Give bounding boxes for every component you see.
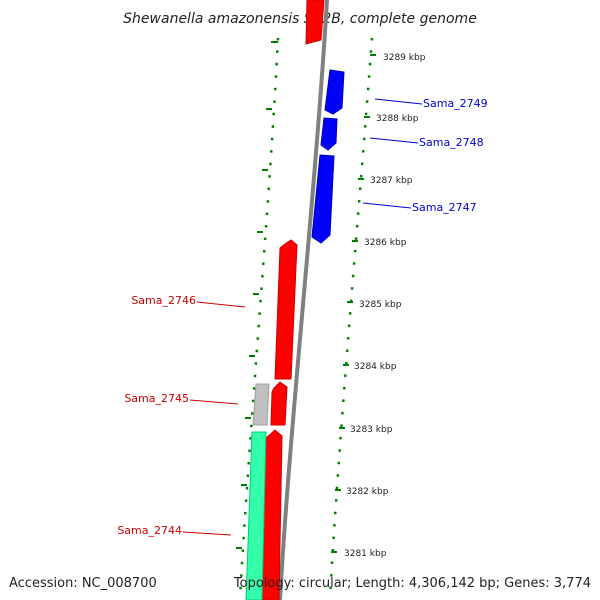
gene-arrow-sama-2748[interactable]: [320, 117, 338, 151]
leader-line: [374, 98, 423, 105]
gene-arrow-partial-top[interactable]: [305, 0, 325, 45]
reverse-gene-labels: Sama_2749 Sama_2748 Sama_2747: [362, 97, 488, 214]
scale-label: 3284 kbp: [354, 362, 397, 372]
grey-feature[interactable]: [252, 383, 270, 426]
gene-arrow-sama-2745[interactable]: [270, 381, 288, 426]
gene-arrow-sama-2749[interactable]: [324, 69, 345, 115]
green-feature[interactable]: [245, 431, 267, 600]
gene-label-sama-2748[interactable]: Sama_2748: [419, 136, 484, 149]
leader-line: [369, 137, 419, 144]
genome-backbone: [278, 0, 329, 600]
forward-strand-genes: [261, 0, 325, 600]
gene-label-sama-2744[interactable]: Sama_2744: [117, 524, 182, 537]
scale-label: 3283 kbp: [350, 425, 393, 435]
gene-arrow-sama-2747[interactable]: [311, 154, 335, 244]
gene-label-sama-2745[interactable]: Sama_2745: [124, 392, 189, 405]
gene-label-sama-2746[interactable]: Sama_2746: [131, 294, 196, 307]
scale-label: 3286 kbp: [364, 238, 407, 248]
leader-line: [182, 531, 232, 536]
scale-label: 3287 kbp: [370, 176, 413, 186]
scale-label: 3281 kbp: [344, 549, 387, 559]
scale-labels: 3289 kbp 3288 kbp 3287 kbp 3286 kbp 3285…: [344, 53, 426, 559]
other-features: [245, 383, 270, 600]
map-title: Shewanella amazonensis SB2B, complete ge…: [123, 11, 477, 27]
gene-arrow-sama-2746[interactable]: [274, 239, 298, 380]
gene-label-sama-2747[interactable]: Sama_2747: [412, 201, 477, 214]
genome-summary-text: Topology: circular; Length: 4,306,142 bp…: [233, 576, 591, 591]
reverse-strand-genes: [311, 69, 345, 244]
accession-text: Accession: NC_008700: [9, 576, 157, 591]
scale-label: 3288 kbp: [376, 114, 419, 124]
scale-label: 3285 kbp: [359, 300, 402, 310]
scale-label: 3289 kbp: [383, 53, 426, 63]
scale-label: 3282 kbp: [346, 487, 389, 497]
leader-line: [196, 301, 246, 308]
leader-line: [362, 202, 412, 209]
forward-gene-labels: Sama_2746 Sama_2745 Sama_2744: [117, 294, 246, 537]
gene-label-sama-2749[interactable]: Sama_2749: [423, 97, 488, 110]
scale-major-ticks: [236, 41, 376, 553]
leader-line: [189, 399, 239, 405]
